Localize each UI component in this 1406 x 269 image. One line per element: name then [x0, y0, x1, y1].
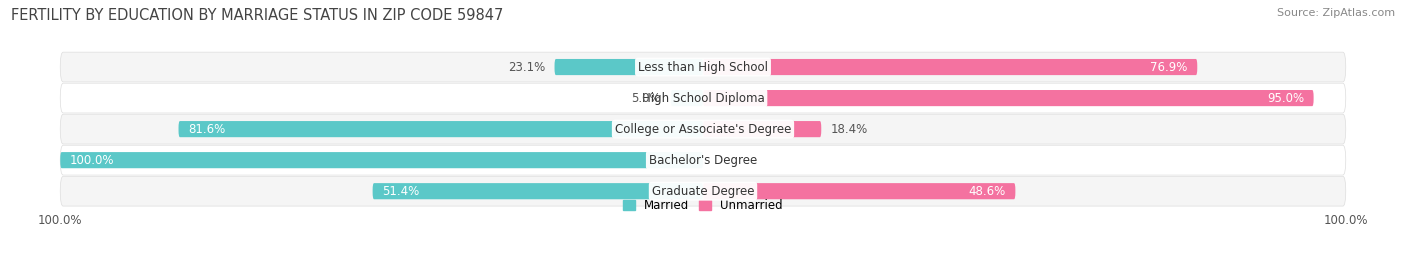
FancyBboxPatch shape: [703, 59, 1198, 75]
FancyBboxPatch shape: [60, 114, 1346, 144]
Text: 100.0%: 100.0%: [70, 154, 114, 167]
Text: Graduate Degree: Graduate Degree: [652, 185, 754, 198]
FancyBboxPatch shape: [373, 183, 703, 199]
Text: Bachelor's Degree: Bachelor's Degree: [650, 154, 756, 167]
Text: FERTILITY BY EDUCATION BY MARRIAGE STATUS IN ZIP CODE 59847: FERTILITY BY EDUCATION BY MARRIAGE STATU…: [11, 8, 503, 23]
Text: Source: ZipAtlas.com: Source: ZipAtlas.com: [1277, 8, 1395, 18]
FancyBboxPatch shape: [703, 183, 1015, 199]
FancyBboxPatch shape: [60, 152, 703, 168]
Text: 81.6%: 81.6%: [188, 123, 225, 136]
Text: 48.6%: 48.6%: [969, 185, 1005, 198]
FancyBboxPatch shape: [179, 121, 703, 137]
FancyBboxPatch shape: [703, 90, 1313, 106]
Text: 23.1%: 23.1%: [508, 61, 546, 73]
Text: High School Diploma: High School Diploma: [641, 91, 765, 105]
Text: College or Associate's Degree: College or Associate's Degree: [614, 123, 792, 136]
Text: 76.9%: 76.9%: [1150, 61, 1188, 73]
FancyBboxPatch shape: [671, 90, 703, 106]
Text: 18.4%: 18.4%: [831, 123, 868, 136]
FancyBboxPatch shape: [60, 83, 1346, 113]
FancyBboxPatch shape: [60, 145, 1346, 175]
Text: 95.0%: 95.0%: [1267, 91, 1303, 105]
FancyBboxPatch shape: [554, 59, 703, 75]
FancyBboxPatch shape: [60, 52, 1346, 82]
FancyBboxPatch shape: [703, 121, 821, 137]
Text: 51.4%: 51.4%: [382, 185, 419, 198]
FancyBboxPatch shape: [60, 176, 1346, 206]
Legend: Married, Unmarried: Married, Unmarried: [619, 194, 787, 217]
Text: 5.0%: 5.0%: [631, 91, 661, 105]
Text: Less than High School: Less than High School: [638, 61, 768, 73]
